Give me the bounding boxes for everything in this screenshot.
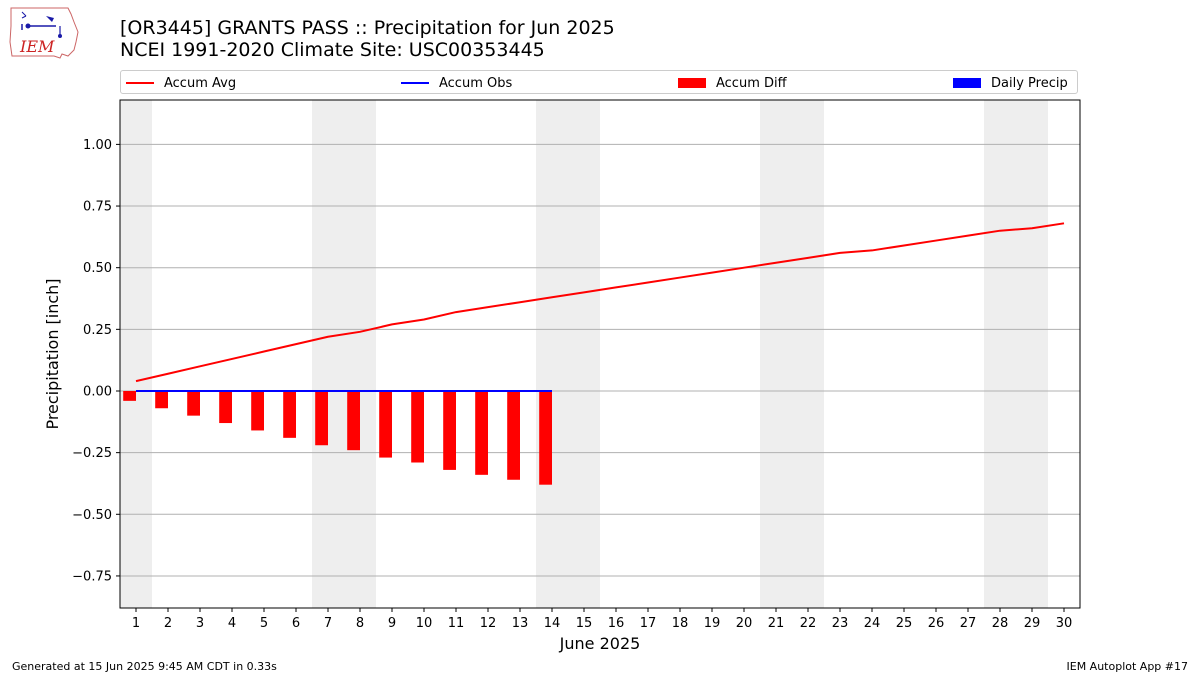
chart-title: [OR3445] GRANTS PASS :: Precipitation fo… xyxy=(120,17,615,39)
x-tick-label: 20 xyxy=(736,616,753,631)
y-tick-label: 0.25 xyxy=(83,323,112,338)
generated-timestamp: Generated at 15 Jun 2025 9:45 AM CDT in … xyxy=(12,660,277,673)
y-tick-label: 1.00 xyxy=(83,138,112,153)
accum-diff-bar-6 xyxy=(283,390,296,438)
x-tick-label: 21 xyxy=(768,616,785,631)
x-tick-label: 8 xyxy=(356,616,364,631)
x-tick-label: 19 xyxy=(704,616,721,631)
x-tick-label: 29 xyxy=(1024,616,1041,631)
plot-frame xyxy=(119,99,1081,609)
accum-diff-bar-14 xyxy=(539,390,552,485)
x-tick-label: 5 xyxy=(260,616,268,631)
accum-diff-bar-7 xyxy=(315,390,328,446)
weekend-shade-21 xyxy=(760,100,792,608)
y-tick-label: 0.50 xyxy=(83,261,112,276)
x-tick-label: 24 xyxy=(864,616,881,631)
svg-text:IEM: IEM xyxy=(19,37,55,56)
accum-diff-bar-13 xyxy=(507,390,520,480)
x-tick-label: 30 xyxy=(1056,616,1073,631)
weekend-shade-7 xyxy=(312,100,344,608)
weekend-shade-15 xyxy=(568,100,600,608)
x-tick-label: 7 xyxy=(324,616,332,631)
x-tick-label: 10 xyxy=(416,616,433,631)
legend-swatch-daily-precip xyxy=(953,78,981,88)
x-tick-label: 27 xyxy=(960,616,977,631)
x-tick-label: 16 xyxy=(608,616,625,631)
chart-subtitle: NCEI 1991-2020 Climate Site: USC00353445 xyxy=(120,39,545,61)
x-tick-label: 4 xyxy=(228,616,236,631)
weekend-shade-1 xyxy=(120,100,152,608)
legend-label-accum-obs: Accum Obs xyxy=(439,75,513,91)
x-tick-label: 28 xyxy=(992,616,1009,631)
x-tick-label: 9 xyxy=(388,616,396,631)
x-tick-label: 26 xyxy=(928,616,945,631)
accum-diff-bar-11 xyxy=(443,390,456,470)
y-tick-label: 0.75 xyxy=(83,200,112,215)
accum-diff-bar-1 xyxy=(123,390,136,401)
accum-diff-bar-8 xyxy=(347,390,360,451)
x-tick-label: 15 xyxy=(576,616,593,631)
accum-avg-line xyxy=(135,222,1065,383)
legend-item-accum-diff: Accum Diff xyxy=(678,74,787,92)
y-axis-label: Precipitation [inch] xyxy=(43,278,62,429)
x-axis-label: June 2025 xyxy=(559,634,641,653)
x-tick-label: 6 xyxy=(292,616,300,631)
x-tick-label: 11 xyxy=(448,616,465,631)
x-tick-label: 3 xyxy=(196,616,204,631)
x-tick-label: 25 xyxy=(896,616,913,631)
weekend-shade-22 xyxy=(792,100,824,608)
x-tick-label: 18 xyxy=(672,616,689,631)
y-tick-label: −0.50 xyxy=(72,508,112,523)
accum-diff-bar-4 xyxy=(219,390,232,424)
iem-logo: IEM xyxy=(9,7,79,59)
legend-label-accum-avg: Accum Avg xyxy=(164,75,237,91)
legend-item-accum-avg: Accum Avg xyxy=(126,74,236,92)
legend-item-accum-obs: Accum Obs xyxy=(401,74,512,92)
x-tick-label: 2 xyxy=(164,616,172,631)
legend-swatch-accum-avg xyxy=(126,82,154,84)
x-tick-label: 12 xyxy=(480,616,497,631)
x-tick-label: 22 xyxy=(800,616,817,631)
x-tick-label: 14 xyxy=(544,616,561,631)
accum-diff-bar-5 xyxy=(251,390,264,431)
x-tick-label: 1 xyxy=(132,616,140,631)
legend-swatch-accum-obs xyxy=(401,82,429,84)
x-tick-label: 23 xyxy=(832,616,849,631)
chart-legend: Accum Avg Accum Obs Accum Diff Daily Pre… xyxy=(120,70,1078,94)
x-tick-label: 17 xyxy=(640,616,657,631)
accum-diff-bar-9 xyxy=(379,390,392,458)
weekend-shade-14 xyxy=(536,100,568,608)
weekend-shade-28 xyxy=(984,100,1016,608)
legend-label-daily-precip: Daily Precip xyxy=(991,75,1068,91)
app-credit: IEM Autoplot App #17 xyxy=(1066,660,1189,673)
legend-swatch-accum-diff xyxy=(678,78,706,88)
weekend-shade-8 xyxy=(344,100,376,608)
y-tick-label: −0.25 xyxy=(72,446,112,461)
weekend-shade-29 xyxy=(1016,100,1048,608)
legend-item-daily-precip: Daily Precip xyxy=(953,74,1068,92)
legend-label-accum-diff: Accum Diff xyxy=(716,75,787,91)
accum-diff-bar-3 xyxy=(187,390,200,416)
accum-diff-bar-2 xyxy=(155,390,168,409)
y-tick-label: 0.00 xyxy=(83,384,112,399)
y-tick-label: −0.75 xyxy=(72,569,112,584)
x-tick-label: 13 xyxy=(512,616,529,631)
accum-diff-bar-12 xyxy=(475,390,488,475)
accum-diff-bar-10 xyxy=(411,390,424,463)
